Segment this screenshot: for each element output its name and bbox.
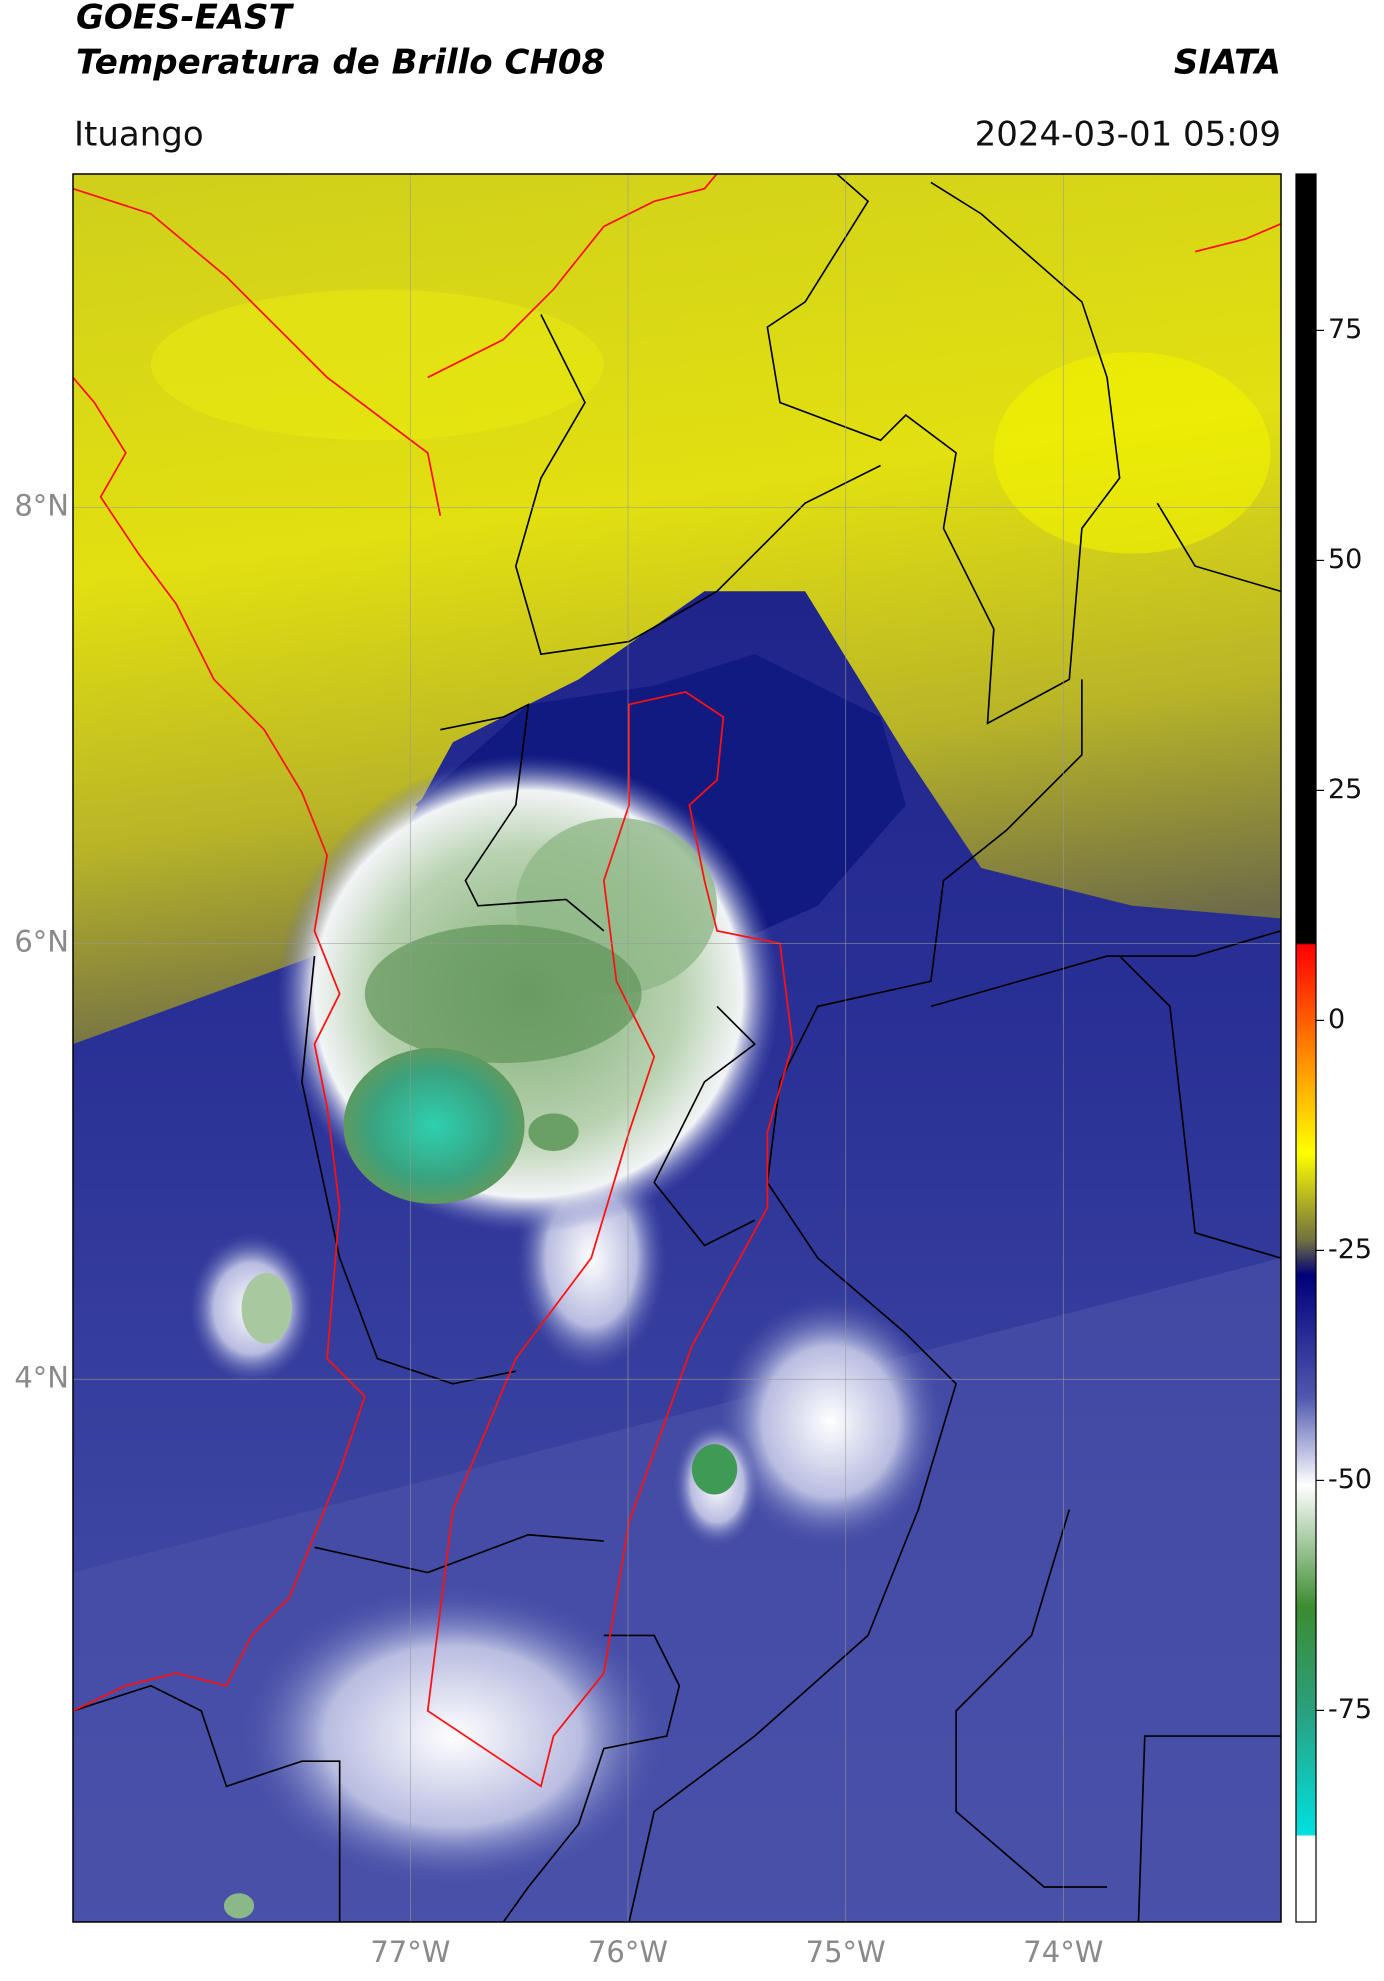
- colorbar-tick-label: -75: [1328, 1694, 1372, 1725]
- lon-tick-label: 76°W: [588, 1935, 668, 1969]
- lat-tick-label: 8°N: [14, 488, 69, 522]
- location: Ituango: [74, 115, 204, 155]
- source: SIATA: [1174, 43, 1281, 83]
- datetime: 2024-03-01 05:09: [975, 115, 1281, 155]
- title: GOES-EAST: [76, 0, 295, 38]
- colorbar-tick-label: 25: [1328, 774, 1362, 805]
- lat-tick-label: 4°N: [14, 1360, 69, 1394]
- colorbar-tick-label: 75: [1328, 314, 1362, 345]
- colorbar-tick-label: -50: [1328, 1464, 1372, 1495]
- colorbar-tick-label: 0: [1328, 1004, 1345, 1035]
- colorbar-tick-label: -25: [1328, 1234, 1372, 1265]
- satellite-image: [73, 174, 1281, 1922]
- lon-tick-label: 77°W: [370, 1935, 450, 1969]
- lat-tick-label: 6°N: [14, 924, 69, 958]
- colorbar: [1295, 173, 1317, 1923]
- lon-tick-label: 75°W: [806, 1935, 886, 1969]
- subtitle: Temperatura de Brillo CH08: [76, 43, 605, 83]
- graticule: [73, 174, 1281, 1922]
- labels: 8°N 6°N 4°N 77°W 76°W 75°W 74°W 75 50 25 0 -25 -50 -7…: [14, 314, 1372, 1969]
- lon-tick-label: 74°W: [1023, 1935, 1103, 1969]
- colorbar-tick-label: 50: [1328, 544, 1362, 575]
- map-frame: [72, 173, 1282, 1923]
